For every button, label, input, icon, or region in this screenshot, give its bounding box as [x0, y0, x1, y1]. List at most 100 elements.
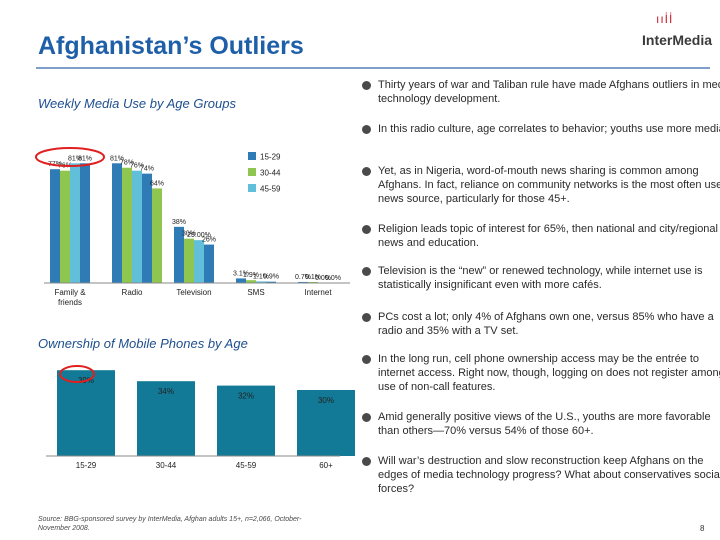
bar-sms-1 — [246, 280, 256, 283]
phone-bar-30-44 — [137, 381, 195, 456]
phone-bar-15-29 — [57, 370, 115, 456]
data-label: 38% — [172, 219, 186, 226]
phone-bar-45-59 — [217, 385, 275, 456]
data-label: 0.1% — [305, 274, 321, 281]
phone-bar-60- — [297, 390, 355, 456]
data-label: 29.00% — [187, 232, 211, 239]
phone-category-label: 45-59 — [236, 461, 257, 470]
key-point-text: Yet, as in Nigeria, word-of-mouth news s… — [378, 165, 720, 205]
data-label: 81% — [110, 155, 124, 162]
key-point-text: In this radio culture, age correlates to… — [378, 123, 720, 135]
key-point: PCs cost a lot; only 4% of Afghans own o… — [358, 310, 720, 338]
data-label: 64% — [150, 180, 164, 187]
bar-radio-3 — [142, 173, 152, 283]
phone-category-label: 15-29 — [76, 461, 97, 470]
key-point-text: Will war’s destruction and slow reconstr… — [378, 455, 720, 495]
data-label: 0.7% — [295, 274, 311, 281]
data-label: 76% — [130, 163, 144, 170]
logo-figures-icon: ııİİ — [656, 12, 674, 26]
key-point: Television is the “new” or renewed techn… — [358, 264, 720, 292]
category-label: SMS — [247, 288, 264, 297]
legend-label: 15-29 — [260, 153, 281, 162]
bar-radio-2 — [132, 170, 142, 283]
bullet-icon — [362, 413, 371, 422]
legend-label: 30-44 — [260, 169, 281, 178]
bar-television-1 — [184, 238, 194, 283]
bar-internet-0 — [298, 281, 308, 283]
data-label: 0.9% — [263, 274, 279, 281]
bullet-icon — [362, 267, 371, 276]
data-label: 81% — [78, 155, 92, 162]
bar-television-3 — [204, 244, 214, 283]
bar-family-friends-1 — [60, 170, 70, 283]
category-label: Internet — [304, 288, 332, 297]
bar-sms-0 — [236, 278, 246, 283]
bar-sms-3 — [266, 281, 276, 283]
category-label: Family & friends — [54, 288, 86, 307]
key-point-text: Religion leads topic of interest for 65%… — [378, 223, 718, 249]
legend-swatch — [248, 168, 256, 176]
bullet-icon — [362, 81, 371, 90]
bar-radio-4 — [152, 188, 162, 283]
highlight-circle — [35, 147, 105, 167]
legend-swatch — [248, 184, 256, 192]
key-point: Amid generally positive views of the U.S… — [358, 410, 720, 438]
bullet-icon — [362, 355, 371, 364]
category-label-line: friends — [58, 298, 82, 307]
bullet-icon — [362, 125, 371, 134]
key-point-text: PCs cost a lot; only 4% of Afghans own o… — [378, 311, 714, 337]
phone-data-label: 34% — [158, 387, 174, 396]
intermedia-logo: ııİİ InterMedia — [636, 12, 714, 50]
media-use-chart-title: Weekly Media Use by Age Groups — [38, 96, 236, 111]
category-label: Television — [176, 288, 211, 297]
page-number: 8 — [700, 524, 705, 533]
data-label: 26% — [202, 237, 216, 244]
logo-text: InterMedia — [642, 32, 713, 48]
key-point: Thirty years of war and Taliban rule hav… — [358, 78, 720, 106]
key-point: In the long run, cell phone ownership ac… — [358, 352, 720, 394]
bullet-icon — [362, 167, 371, 176]
legend-label: 45-59 — [260, 185, 281, 194]
key-point-text: Amid generally positive views of the U.S… — [378, 411, 711, 437]
title-divider — [36, 67, 710, 69]
page-title: Afghanistan’s Outliers — [38, 32, 304, 60]
key-point: Yet, as in Nigeria, word-of-mouth news s… — [358, 164, 720, 206]
data-label: 3.1% — [233, 270, 249, 277]
phone-data-label: 30% — [318, 396, 334, 405]
phone-category-label: 60+ — [319, 461, 333, 470]
data-label: 1.9% — [243, 272, 259, 279]
data-label: 74% — [140, 166, 154, 173]
bullet-icon — [362, 313, 371, 322]
bar-radio-1 — [122, 167, 132, 283]
bullet-icon — [362, 457, 371, 466]
data-label: 1.1% — [253, 273, 269, 280]
phone-data-label: 32% — [238, 392, 254, 401]
bullet-icon — [362, 225, 371, 234]
data-label: 78% — [120, 160, 134, 167]
bar-sms-2 — [256, 281, 266, 283]
data-label: 30% — [182, 231, 196, 238]
category-label: Radio — [122, 288, 143, 297]
legend-swatch — [248, 152, 256, 160]
key-point: Religion leads topic of interest for 65%… — [358, 222, 720, 250]
key-point-text: Thirty years of war and Taliban rule hav… — [378, 79, 720, 105]
data-label: 81% — [68, 155, 82, 162]
data-label: 0.0% — [315, 275, 331, 282]
phone-ownership-chart-title: Ownership of Mobile Phones by Age — [38, 336, 248, 351]
bar-radio-0 — [112, 163, 122, 283]
category-label-line: Family & — [54, 288, 86, 297]
key-point: In this radio culture, age correlates to… — [358, 122, 720, 136]
key-point-text: In the long run, cell phone ownership ac… — [378, 353, 720, 393]
bar-television-2 — [194, 240, 204, 283]
bar-television-0 — [174, 226, 184, 283]
bar-family-friends-2 — [70, 163, 80, 283]
bar-family-friends-3 — [80, 163, 90, 283]
phone-category-label: 30-44 — [156, 461, 177, 470]
data-label: 0.0% — [325, 275, 341, 282]
phone-highlight-circle — [59, 365, 95, 383]
key-point: Will war’s destruction and slow reconstr… — [358, 454, 720, 496]
source-note: Source: BBG-sponsored survey by InterMed… — [38, 516, 302, 532]
key-point-text: Television is the “new” or renewed techn… — [378, 265, 703, 291]
